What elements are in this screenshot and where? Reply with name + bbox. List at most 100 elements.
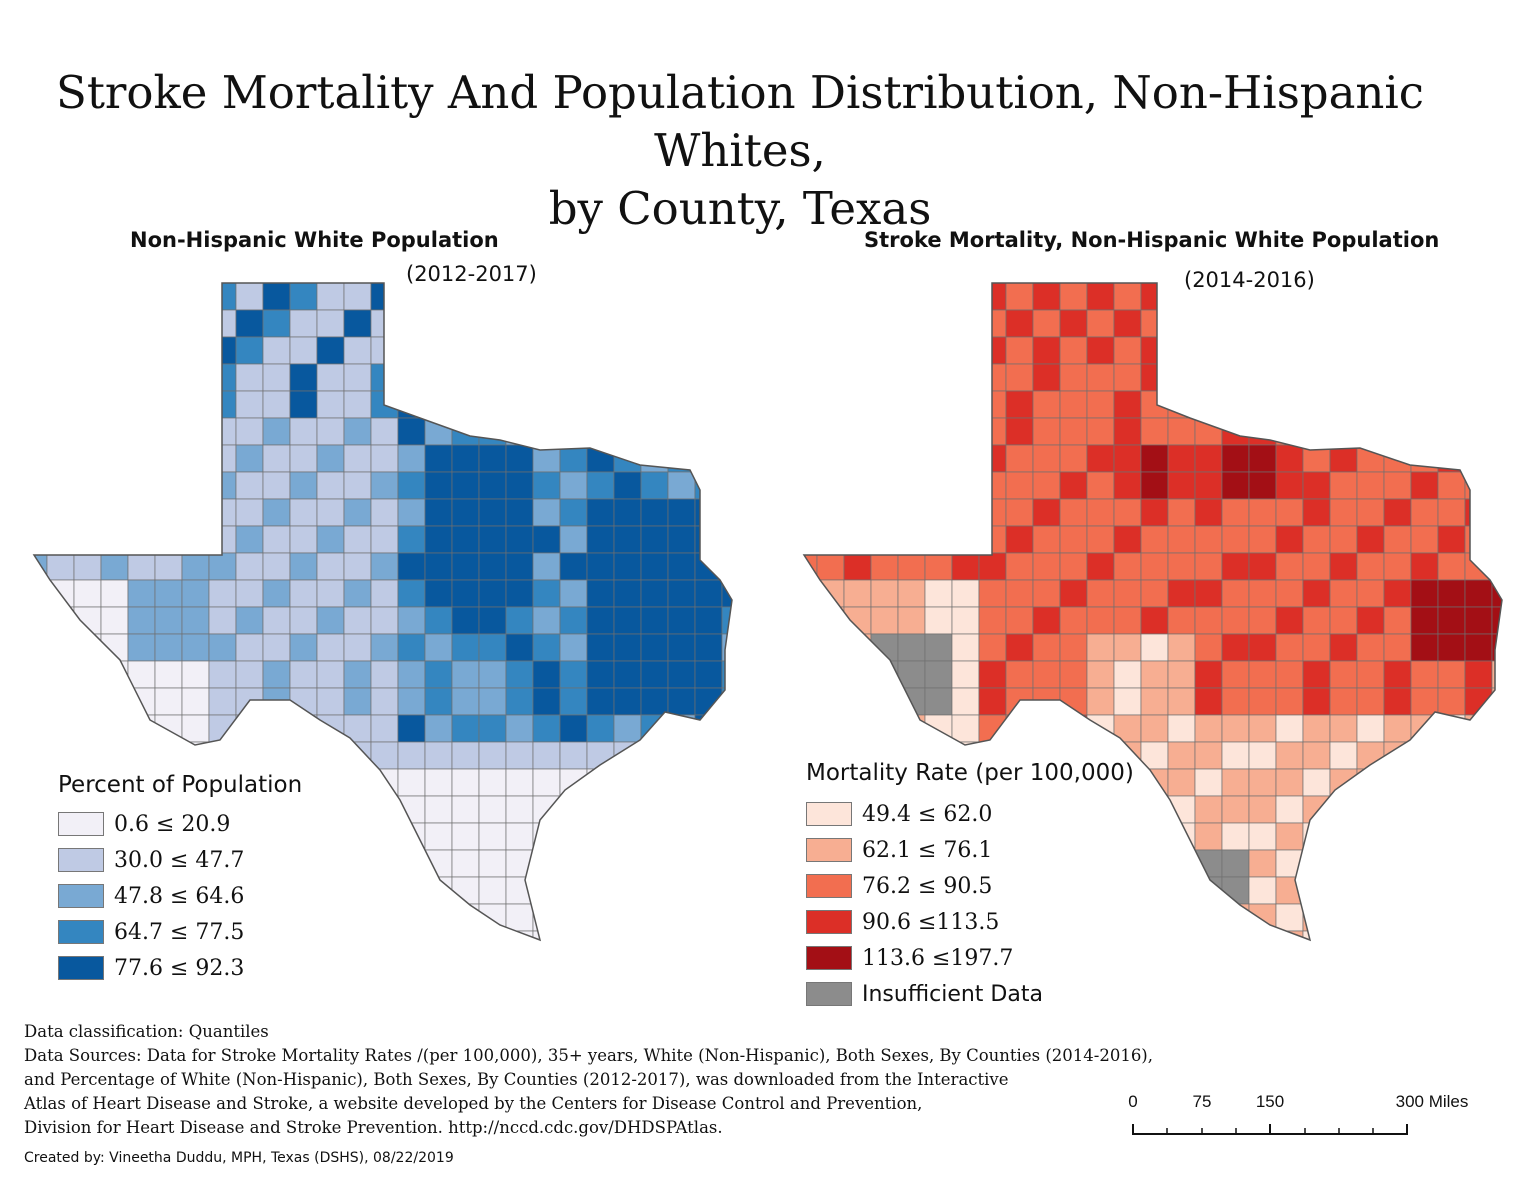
county-cell xyxy=(1194,498,1223,527)
county-cell xyxy=(1059,525,1088,554)
county-cell xyxy=(870,633,899,662)
county-cell xyxy=(1032,390,1061,419)
county-cell xyxy=(924,283,953,311)
county-cell xyxy=(1302,579,1331,608)
county-cell xyxy=(1221,498,1250,527)
county-cell xyxy=(343,283,372,311)
county-cell xyxy=(1140,795,1169,824)
county-cell xyxy=(451,714,480,743)
county-cell xyxy=(478,444,507,473)
county-cell xyxy=(1302,390,1331,419)
county-cell xyxy=(816,660,845,689)
county-cell xyxy=(370,498,399,527)
county-cell xyxy=(1086,876,1115,905)
county-cell xyxy=(1356,822,1385,851)
legend-swatch xyxy=(58,956,104,980)
county-cell xyxy=(1464,633,1493,662)
county-cell xyxy=(1032,552,1061,581)
county-cell xyxy=(478,498,507,527)
legend-item: 0.6 ≤ 20.9 xyxy=(58,806,244,842)
legend-swatch xyxy=(806,838,852,862)
county-cell xyxy=(316,687,345,716)
county-cell xyxy=(1302,741,1331,770)
county-cell xyxy=(316,417,345,446)
county-cell xyxy=(451,687,480,716)
county-cell xyxy=(613,525,642,554)
county-cell xyxy=(1113,363,1142,392)
right-legend: 49.4 ≤ 62.0 62.1 ≤ 76.1 76.2 ≤ 90.5 90.6… xyxy=(806,796,1043,1012)
county-cell xyxy=(870,525,899,554)
county-cell xyxy=(924,714,953,743)
legend-label: 47.8 ≤ 64.6 xyxy=(114,883,245,909)
county-cell xyxy=(451,498,480,527)
county-cell xyxy=(1329,903,1358,932)
county-cell xyxy=(208,552,237,581)
county-cell xyxy=(1140,930,1169,940)
county-cell xyxy=(1464,471,1493,500)
county-cell xyxy=(1005,417,1034,446)
county-cell xyxy=(262,283,291,311)
county-cell xyxy=(1437,930,1466,940)
county-cell xyxy=(1059,687,1088,716)
county-cell xyxy=(1356,687,1385,716)
county-cell xyxy=(1491,471,1502,500)
county-cell xyxy=(1140,283,1169,311)
county-cell xyxy=(1140,660,1169,689)
county-cell xyxy=(924,579,953,608)
county-cell xyxy=(1410,525,1439,554)
county-cell xyxy=(870,336,899,365)
county-cell xyxy=(1437,822,1466,851)
county-cell xyxy=(1086,660,1115,689)
county-cell xyxy=(1464,822,1493,851)
county-cell xyxy=(1275,417,1304,446)
legend-label: 62.1 ≤ 76.1 xyxy=(862,837,993,863)
county-cell xyxy=(897,444,926,473)
county-cell xyxy=(1248,606,1277,635)
county-cell xyxy=(804,498,818,527)
county-cell xyxy=(1113,471,1142,500)
county-cell xyxy=(1437,849,1466,878)
county-cell xyxy=(1086,336,1115,365)
county-cell xyxy=(289,471,318,500)
county-cell xyxy=(1464,741,1493,770)
county-cell xyxy=(316,579,345,608)
right-map-period: (2014-2016) xyxy=(1184,268,1315,292)
county-cell xyxy=(586,687,615,716)
county-cell xyxy=(897,471,926,500)
county-cell xyxy=(316,471,345,500)
county-cell xyxy=(451,660,480,689)
county-cell xyxy=(1383,525,1412,554)
county-cell xyxy=(1329,606,1358,635)
county-cell xyxy=(1248,876,1277,905)
county-cell xyxy=(1248,768,1277,797)
county-cell xyxy=(1059,309,1088,338)
county-cell xyxy=(1221,741,1250,770)
county-cell xyxy=(1194,471,1223,500)
county-cell xyxy=(289,525,318,554)
county-cell xyxy=(816,283,845,311)
county-cell xyxy=(1329,930,1358,940)
county-cell xyxy=(316,283,345,311)
county-cell xyxy=(1086,795,1115,824)
county-cell xyxy=(897,283,926,311)
county-cell xyxy=(397,444,426,473)
county-cell xyxy=(1113,687,1142,716)
county-cell xyxy=(154,633,183,662)
county-cell xyxy=(721,579,732,608)
county-cell xyxy=(559,714,588,743)
sources-line: and Percentage of White (Non-Hispanic), … xyxy=(24,1070,1009,1089)
county-cell xyxy=(816,444,845,473)
county-cell xyxy=(370,552,399,581)
county-cell xyxy=(1410,768,1439,797)
county-cell xyxy=(1194,363,1223,392)
county-cell xyxy=(1329,390,1358,419)
county-cell xyxy=(1113,444,1142,473)
county-cell xyxy=(951,552,980,581)
county-cell xyxy=(1059,417,1088,446)
county-cell xyxy=(451,525,480,554)
county-cell xyxy=(1194,660,1223,689)
county-cell xyxy=(1086,283,1115,311)
county-cell xyxy=(1005,660,1034,689)
county-cell xyxy=(951,714,980,743)
county-cell xyxy=(1221,633,1250,662)
